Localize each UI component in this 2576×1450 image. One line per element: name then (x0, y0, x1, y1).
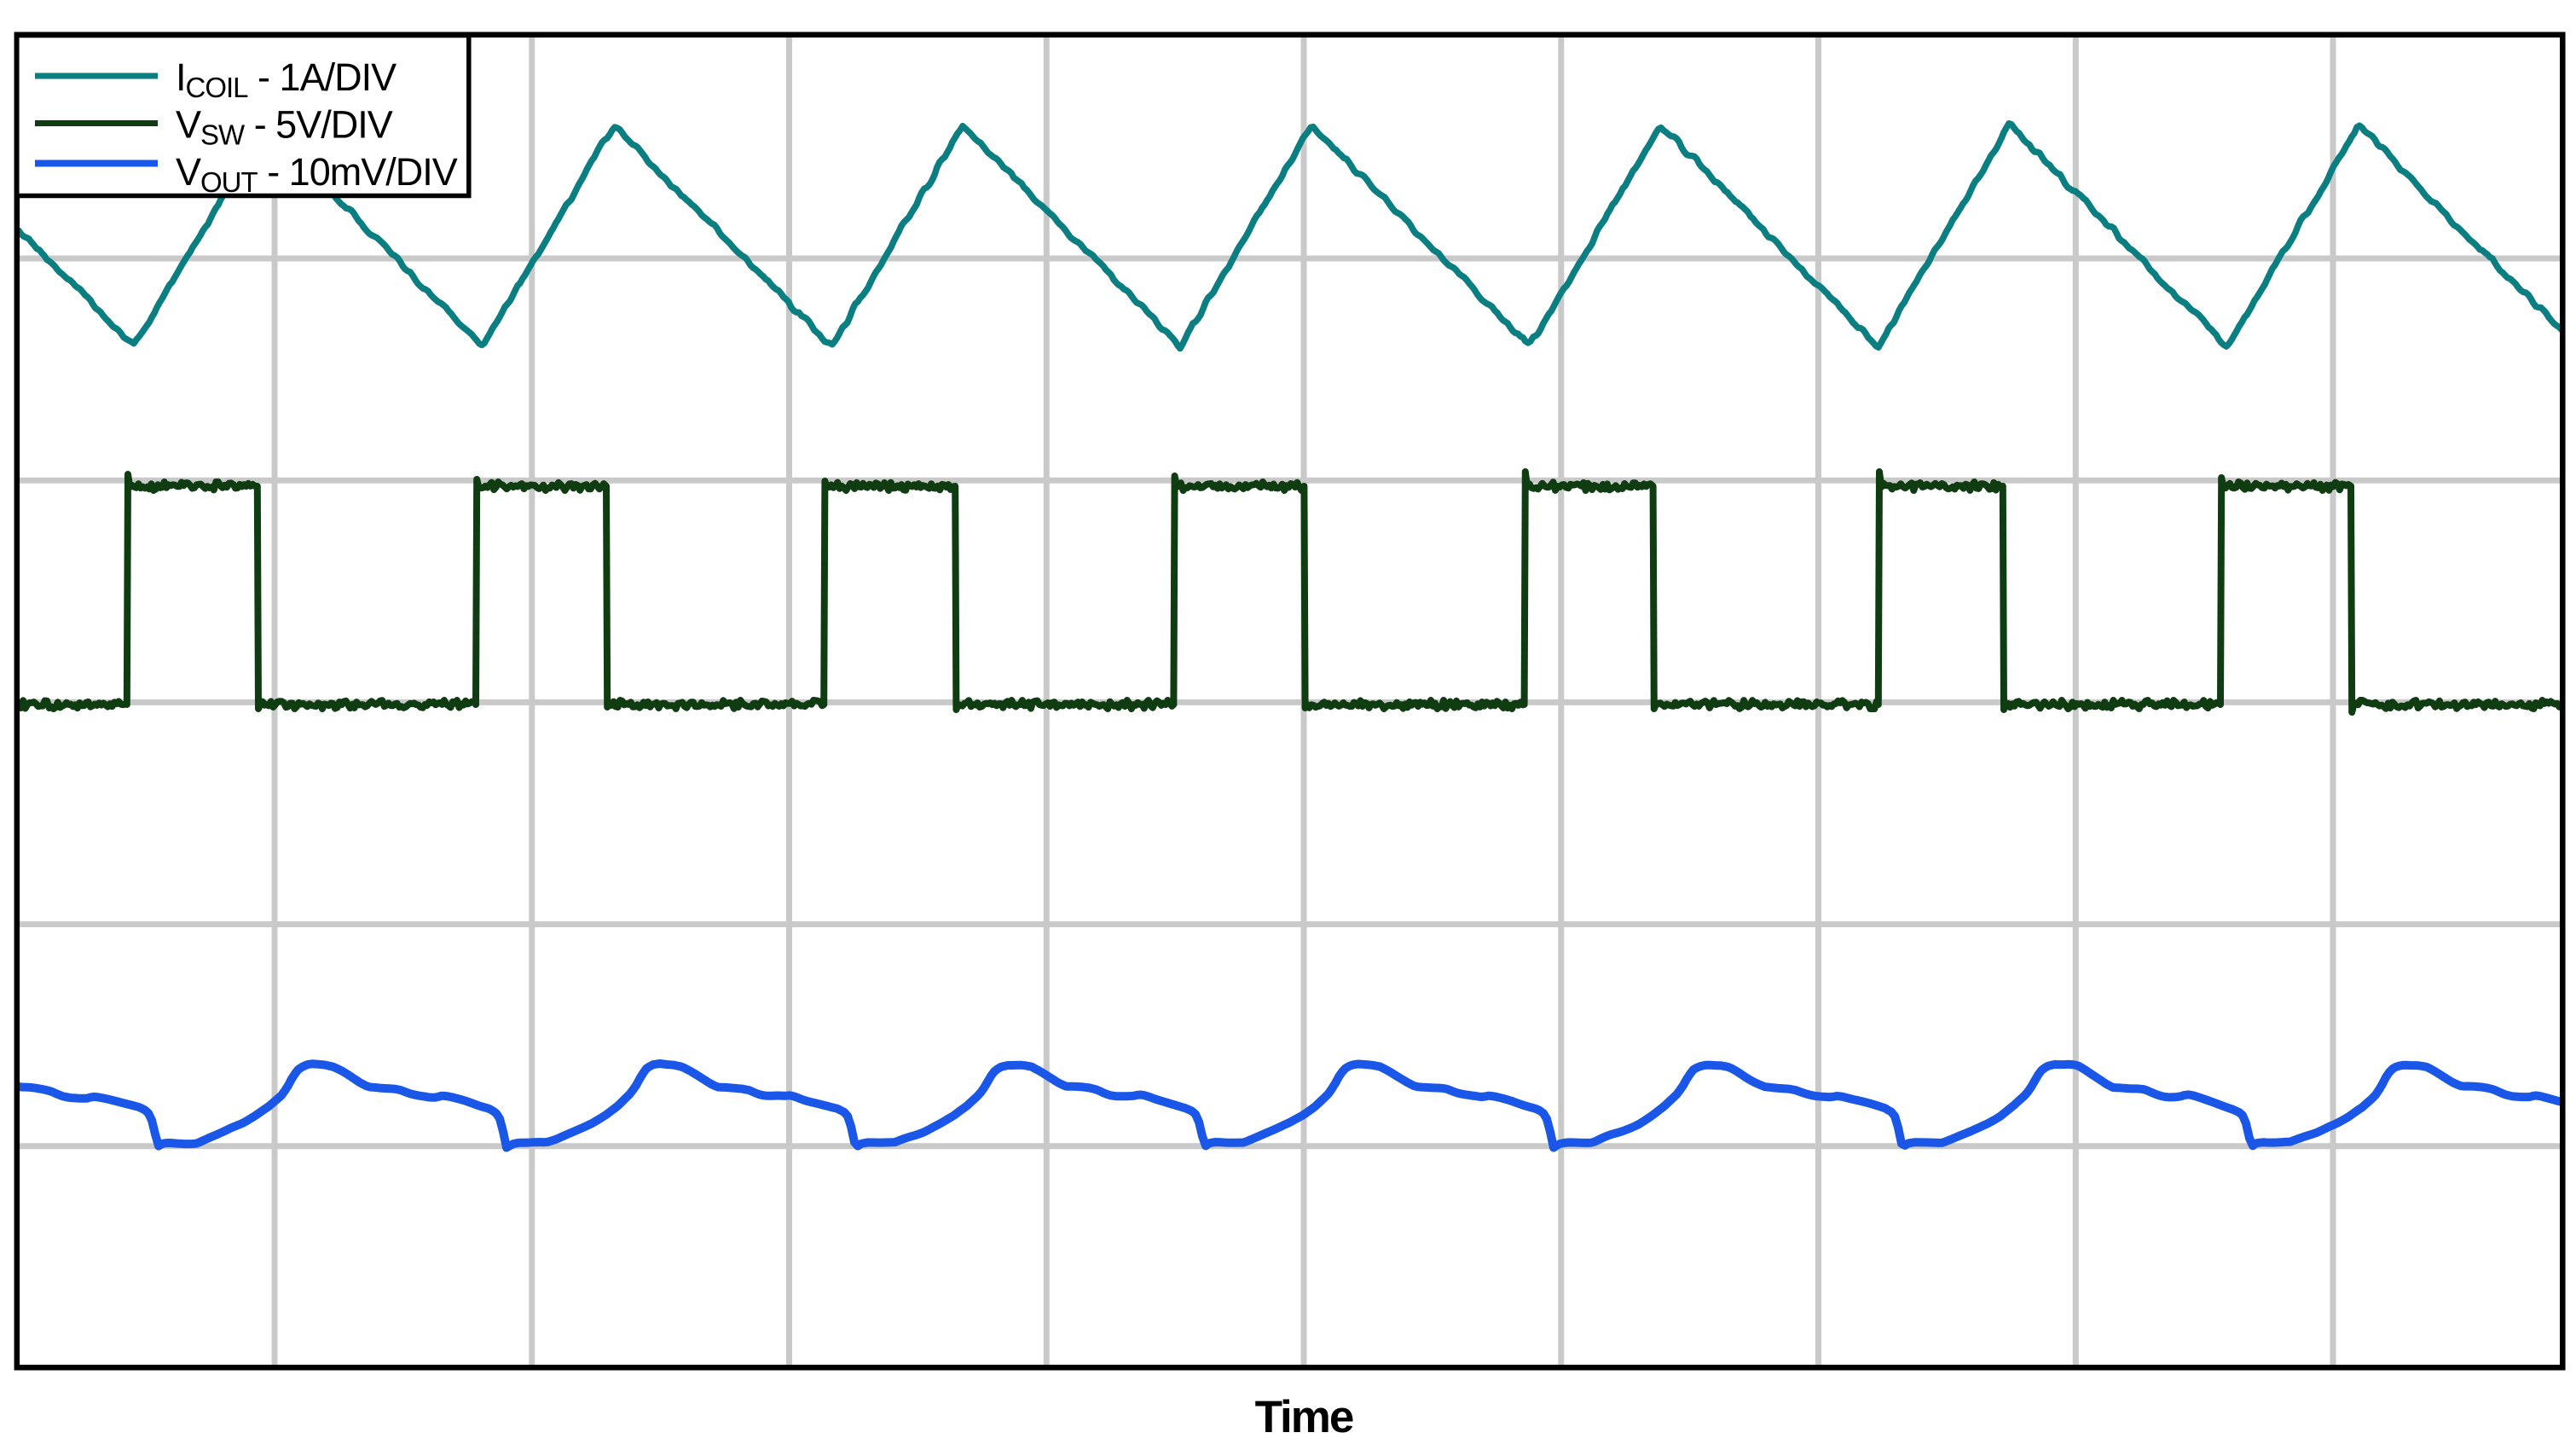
svg-text:Time: Time (1255, 1392, 1353, 1442)
svg-text:VSW - 5V/DIV: VSW - 5V/DIV (176, 103, 393, 151)
